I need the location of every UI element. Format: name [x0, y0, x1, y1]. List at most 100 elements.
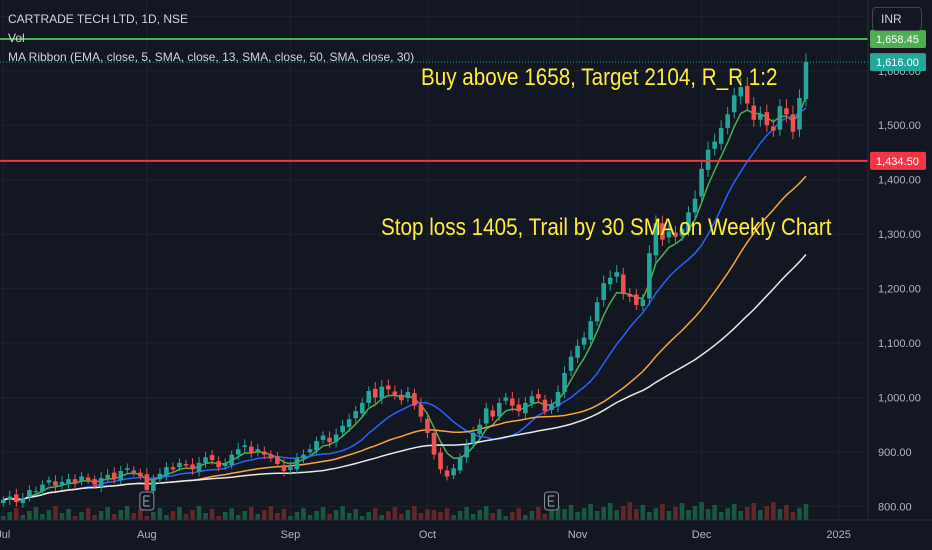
volume-bar [640, 505, 646, 520]
candle-body [144, 474, 150, 491]
volume-bar [372, 508, 378, 520]
volume-bar [601, 507, 606, 520]
volume-bar [190, 510, 195, 520]
volume-indicator-label[interactable]: Vol [8, 31, 25, 45]
volume-bar [333, 510, 339, 520]
volume-bar [673, 507, 678, 520]
volume-bar [686, 510, 691, 520]
volume-bar [568, 505, 574, 520]
candle-body [164, 467, 169, 476]
volume-bar [581, 508, 587, 520]
candle-body [209, 455, 215, 461]
volume-bar [496, 509, 502, 520]
volume-bar [307, 515, 313, 520]
candle-body [797, 98, 802, 130]
volume-bar [124, 506, 130, 520]
candle-body [183, 463, 189, 466]
candle-body [66, 479, 71, 485]
candle-body [333, 434, 339, 443]
volume-bar [562, 509, 567, 520]
candle-body [79, 476, 84, 482]
candle-body [53, 481, 58, 486]
volume-bar [288, 516, 293, 520]
volume-bar [248, 507, 254, 520]
time-axis[interactable]: Jul Aug Sep Oct Nov Dec 2025 [0, 529, 851, 541]
volume-bar [98, 511, 104, 520]
volume-bar [653, 508, 659, 520]
candle-body [725, 114, 730, 128]
volume-bar [66, 509, 71, 520]
currency-selector[interactable]: INR [872, 7, 922, 31]
price-tick-label: 1,400.00 [878, 175, 921, 187]
buy-annotation[interactable]: Buy above 1658, Target 2104, R_R 1:2 [421, 64, 778, 91]
volume-bar [457, 511, 463, 520]
volume-bar [483, 506, 489, 520]
candle-body [529, 396, 535, 403]
price-axis[interactable]: 800.00 900.00 1,000.00 1,100.00 1,200.00 1,30… [878, 11, 921, 513]
earnings-e-icon [547, 495, 555, 507]
stop-price-badge-text: 1,434.50 [876, 156, 919, 168]
stop-annotation[interactable]: Stop loss 1405, Trail by 30 SMA on Weekl… [381, 214, 832, 241]
volume-bar [418, 513, 424, 520]
candle-body [7, 496, 13, 500]
earnings-markers [139, 491, 559, 511]
volume-bar [275, 513, 280, 520]
candle-body [764, 112, 770, 126]
candle-body [581, 337, 587, 345]
candle-body [255, 449, 261, 452]
volume-bar [196, 506, 202, 520]
volume-bar [431, 510, 437, 520]
volume-bar [386, 511, 391, 520]
candle-body [372, 388, 378, 398]
volume-bar [379, 515, 385, 520]
volume-bar [660, 504, 665, 520]
price-tick-label: 1,100.00 [878, 338, 921, 350]
candle-body [340, 425, 345, 433]
volume-bar [790, 512, 796, 520]
volume-bar [144, 516, 150, 520]
candle-body [92, 479, 97, 485]
candle-body [0, 499, 6, 504]
volume-bar [14, 508, 19, 520]
volume-bar [268, 506, 274, 520]
volume-bar [588, 504, 593, 520]
volume-bar [425, 509, 430, 520]
candle-body [151, 480, 156, 492]
volume-bar [607, 503, 613, 520]
candle-body [301, 454, 306, 459]
candle-body [588, 321, 593, 340]
candle-body [536, 394, 541, 399]
candle-body [275, 456, 280, 464]
volume-bar [164, 515, 169, 520]
candle-body [673, 232, 678, 237]
candle-body [14, 494, 19, 503]
candle-body [738, 87, 744, 97]
candle-body [777, 106, 783, 130]
volume-bar [242, 511, 248, 520]
ma-ribbon-indicator-label[interactable]: MA Ribbon (EMA, close, 5, SMA, close, 13… [8, 50, 415, 64]
ema-5-line [3, 96, 807, 501]
volume-bar [79, 512, 84, 520]
volume-bar [216, 516, 221, 520]
candle-body [418, 404, 424, 417]
candle-body [575, 345, 580, 358]
candle-body [111, 472, 117, 480]
candle-body [601, 283, 606, 301]
candle-body [562, 372, 567, 393]
volume-bar [20, 515, 26, 520]
volume-bar [105, 507, 110, 520]
volume-bar [118, 510, 124, 520]
candle-body [262, 451, 267, 455]
volume-bar [392, 507, 398, 520]
volume-bar [314, 511, 319, 520]
candle-body [59, 481, 65, 485]
candle-body [229, 454, 234, 466]
volume-bar [634, 509, 639, 520]
candle-body [399, 394, 404, 401]
volume-bar [33, 507, 39, 520]
candle-body [483, 408, 489, 424]
ma-ribbon [3, 96, 807, 501]
candle-body [40, 484, 45, 492]
symbol-title[interactable]: CARTRADE TECH LTD, 1D, NSE [8, 12, 189, 26]
